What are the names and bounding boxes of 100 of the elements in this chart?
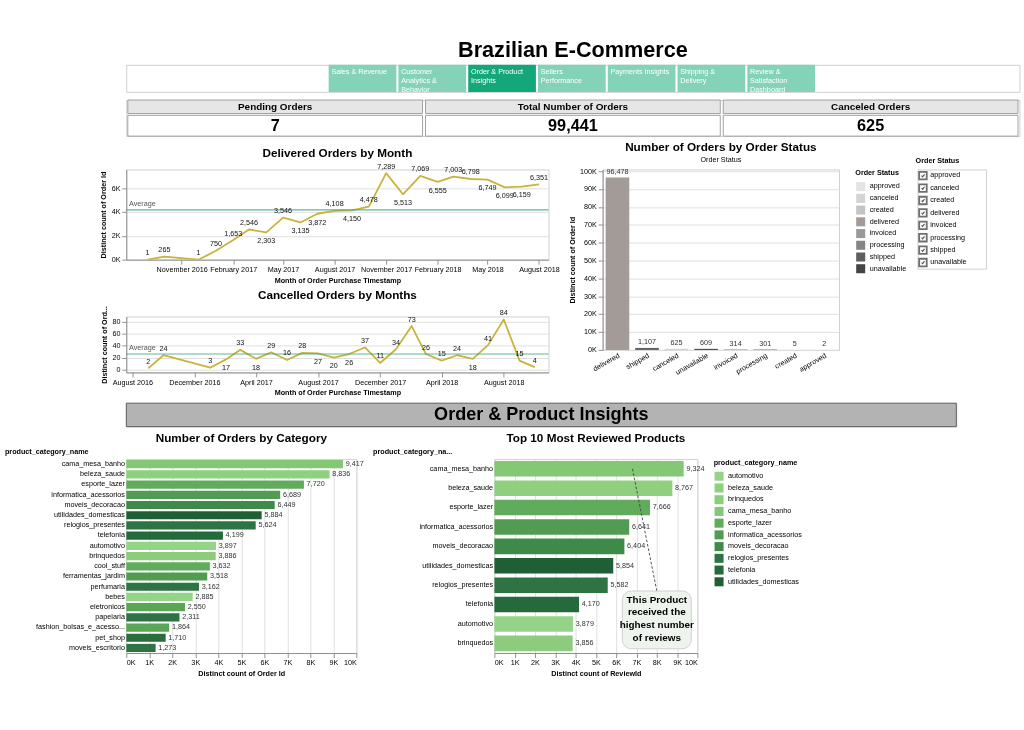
text: 6,641 [631,521,650,531]
data-label: 16 [283,348,292,358]
x-axis-title: Distinct count of Order Id [198,669,286,679]
bar [126,500,275,510]
category-label: shipped [930,244,956,254]
data-label: 34 [391,337,400,347]
legend-label: brinquedos [728,494,765,504]
legend-label: esporte_lazer [728,517,773,527]
category-label: processing [930,232,966,242]
y-tick-label: 0 [116,364,121,374]
y-tick-label: 90K [583,184,597,194]
x-tick-label: 10K [343,658,358,668]
x-tick-label: November 2017 [360,264,413,274]
y-tick-label: cama_mesa_banho [429,463,494,473]
bar [126,613,180,622]
data-label: 18 [468,362,477,372]
y-tick-label: esporte_lazer [81,479,126,489]
y-tick-label: 0K [111,254,121,264]
data-label: 6,351 [530,172,549,182]
data-label: 7,003 [444,165,463,175]
data-label: 6,449 [277,499,296,509]
text: Order Status [915,155,960,165]
data-label: 2,303 [257,236,276,246]
data-label: 2,885 [195,591,214,601]
x-tick-label: 1K [510,658,520,668]
data-label: 26 [345,357,354,367]
data-label: 3,162 [201,581,220,591]
data-label: 5,884 [264,510,283,520]
x-tick-label: April 2018 [425,377,459,387]
chart-title: Delivered Orders by Month [262,145,413,159]
y-tick-label: perfumaria [90,581,125,591]
data-label: 265 [158,245,171,255]
y-tick-label: beleza_saude [448,483,494,492]
text: 7,666 [652,502,671,512]
data-label: 29 [267,340,276,350]
data-label: 4,150 [342,214,361,224]
legend-label: relogios_presentes [728,553,790,563]
text: 5 [792,339,797,349]
data-label: 27 [314,357,323,367]
y-tick-label: 60 [112,329,121,339]
bar [126,572,208,581]
y-tick-label: automotivo [457,618,494,628]
text: Order & Product Insights [434,404,649,425]
data-label: 3,135 [291,226,310,236]
y-tick-label: telefonia [465,599,494,609]
legend-label: created [869,204,894,214]
data-label: 9,417 [345,459,364,468]
y-tick-label: telefonia [97,530,125,540]
data-label: 17 [222,363,231,373]
category-label: Shipping & Delivery [680,66,716,85]
category-label: invoiced [930,220,957,230]
x-tick-label: 4K [571,658,581,668]
text: 4,170 [581,599,600,609]
data-label: 3,886 [218,550,237,560]
y-axis-title: Distinct count of Ord... [100,306,109,384]
legend-label: utilidades_domesticas [728,576,800,586]
x-tick-label: 5K [237,658,247,668]
x-tick-label: 3K [551,658,561,668]
y-tick-label: moveis_decoracao [432,541,494,551]
y-tick-label: informatica_acessorios [51,489,126,499]
category-label: Review & Satisfaction Dashboard [750,66,788,94]
x-tick-label: 2K [168,658,178,668]
y-tick-label: relogios_presentes [64,520,126,530]
bar [126,511,262,520]
x-tick-label: April 2017 [240,377,273,387]
legend-label: cama_mesa_banho [728,506,792,516]
data-label: 3,518 [209,571,228,581]
category-label: canceled [930,182,960,192]
data-label: 84 [499,308,508,318]
bar [126,562,210,571]
data-label: 73 [407,314,416,324]
y-tick-label: utilidades_domesticas [54,510,126,520]
x-tick-label: 0K [494,658,504,668]
bar [126,623,170,632]
x-tick-label: November 2016 [156,264,208,274]
category-label: approved [930,170,961,180]
data-label: 37 [360,335,369,345]
y-axis-title: product_category_name [4,447,89,457]
text: 2 [822,339,827,349]
text: 9,324 [686,463,705,473]
x-tick-label: February 2017 [210,264,258,274]
text: 8,767 [675,483,694,492]
chart-title: Top 10 Most Reviewed Products [506,430,686,444]
bar [126,541,216,550]
y-tick-label: pet_shop [95,632,125,642]
x-tick-label: 6K [612,658,622,668]
data-label: 6,798 [461,167,480,177]
y-tick-label: automotivo [89,540,125,550]
data-label: 4,199 [225,530,244,540]
text: 1,107 [637,337,657,347]
data-label: 5,624 [258,520,277,530]
x-tick-label: 9K [329,658,339,668]
text: 3,879 [575,618,594,628]
data-label: 18 [252,362,261,372]
category-label: Canceled Orders [830,100,911,112]
text: 5,582 [610,579,629,589]
data-label: 6,099 [495,191,514,201]
legend-label: telefonia [728,564,756,574]
y-tick-label: 2K [111,231,121,241]
data-label: 15 [437,349,446,359]
